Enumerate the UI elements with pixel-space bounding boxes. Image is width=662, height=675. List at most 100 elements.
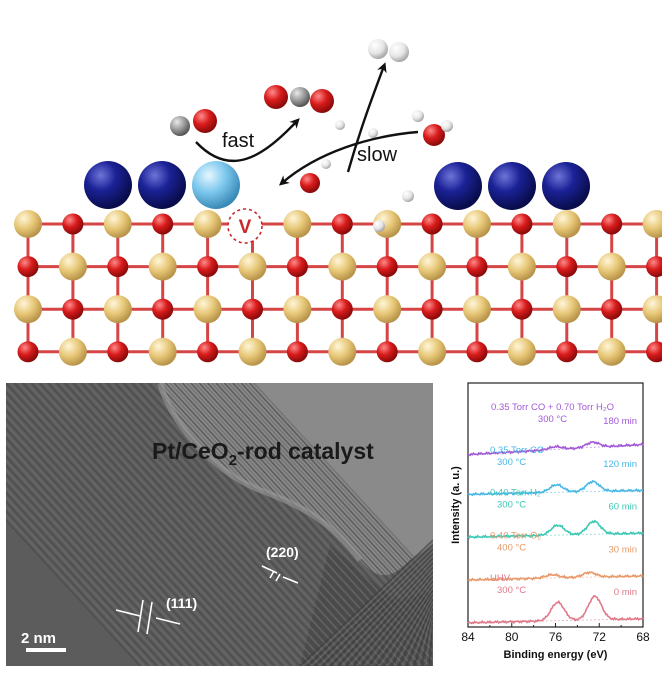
- x-tick-label: 80: [505, 630, 519, 644]
- tem-image: Pt/CeO2-rod catalyst (220) (111) 2 nm: [6, 383, 433, 666]
- o-atom: [646, 341, 662, 363]
- pt-single-atom: [192, 161, 240, 209]
- o-atom: [62, 213, 84, 235]
- ce-atom: [103, 210, 132, 238]
- ce-atom: [373, 295, 402, 324]
- pt-atom: [542, 162, 590, 210]
- tem-title: Pt/CeO2-rod catalyst: [152, 438, 374, 469]
- ce-atom: [283, 210, 312, 238]
- co2-molecule: [264, 85, 334, 113]
- o-atom: [601, 298, 623, 320]
- xps-spectrum-line: [467, 519, 644, 540]
- xps-series-label: 0.35 Torr CO: [490, 445, 544, 456]
- x-tick-label: 76: [549, 630, 563, 644]
- o-atom: [466, 341, 488, 363]
- o-atom: [556, 341, 578, 363]
- slow-label: slow: [357, 144, 398, 166]
- xps-series-label: 300 °C: [497, 585, 526, 596]
- reaction-scheme: V: [14, 39, 662, 366]
- xps-baseline: [469, 618, 642, 624]
- ce-atom: [642, 295, 662, 324]
- ce-atom: [14, 295, 42, 324]
- x-tick-label: 84: [461, 630, 475, 644]
- ce-atom: [507, 337, 536, 366]
- ce-atom: [238, 337, 267, 366]
- o-atom: [331, 298, 353, 320]
- plane-111-label: (111): [166, 595, 197, 611]
- o-atom: [601, 213, 623, 235]
- xps-baseline: [469, 575, 642, 581]
- ce-atom: [193, 210, 222, 238]
- xps-series-label: 0.40 Torr O₂: [490, 530, 541, 541]
- xps-spectrum-line: [467, 479, 644, 497]
- ce-atom: [597, 252, 626, 281]
- ce-atom: [418, 337, 447, 366]
- scale-bar-label: 2 nm: [21, 630, 56, 647]
- x-tick-label: 68: [636, 630, 650, 644]
- o-atom: [556, 256, 578, 278]
- o-atom: [511, 298, 533, 320]
- o-atom: [107, 341, 129, 363]
- ce-atom: [328, 252, 357, 281]
- oh-fragment: [300, 120, 378, 193]
- o-atom: [17, 256, 39, 278]
- o-atom: [62, 298, 84, 320]
- xps-series-label: 300 °C: [538, 414, 567, 425]
- pt-clusters: [84, 161, 590, 210]
- xps-series-label: 400 °C: [497, 542, 526, 553]
- h2-molecule: [368, 39, 409, 62]
- o-atom: [421, 298, 443, 320]
- xps-baseline: [469, 489, 642, 495]
- pt-atom: [138, 161, 186, 209]
- ce-atom: [148, 337, 177, 366]
- lattice-bonds: [26, 222, 659, 354]
- o-atom: [152, 298, 174, 320]
- pt-atom: [84, 161, 132, 209]
- xps-series-label: 0.40 Torr H₂: [490, 488, 541, 499]
- pt-atom: [434, 162, 482, 210]
- vacancy-label: V: [239, 217, 252, 238]
- ce-atom: [418, 252, 447, 281]
- xps-series-label: UHV: [490, 573, 511, 584]
- ce-atom: [597, 337, 626, 366]
- o-atom: [286, 256, 308, 278]
- co-molecule: [170, 109, 217, 136]
- xps-series-label: 0.35 Torr CO + 0.70 Torr H₂O: [491, 402, 614, 413]
- adsorbed-h: [373, 190, 414, 232]
- h2-release-arrow: [346, 62, 387, 173]
- slow-arrow: [278, 130, 419, 186]
- o-atom: [152, 213, 174, 235]
- plane-220-label: (220): [266, 544, 299, 560]
- xps-series-label: 300 °C: [497, 500, 526, 511]
- xps-time-label: 180 min: [603, 416, 637, 427]
- ce-atom: [463, 295, 491, 324]
- o-atom: [242, 298, 263, 320]
- ce-atom: [283, 295, 312, 324]
- ce-atom: [642, 210, 662, 238]
- pt-atom: [488, 162, 536, 210]
- o-atom: [197, 256, 219, 278]
- o-atom: [511, 213, 533, 235]
- plane-220-marker: (220): [261, 544, 299, 584]
- xps-spectrum-line: [467, 441, 644, 457]
- o-atom: [646, 256, 662, 278]
- xps-chart: 84 80 76 72 68 Binding energy (eV) Intensity (…: [450, 382, 650, 661]
- ce-atom: [148, 252, 177, 281]
- o-atom: [466, 256, 488, 278]
- x-tick-label: 72: [593, 630, 607, 644]
- lattice-fringes: [6, 383, 433, 666]
- o-atom: [107, 256, 129, 278]
- xps-baseline: [469, 532, 642, 538]
- x-axis-label: Binding energy (eV): [504, 649, 608, 661]
- ce-atom: [552, 210, 581, 238]
- ce-atom: [193, 295, 222, 324]
- xps-series-label: 300 °C: [497, 457, 526, 468]
- fast-arrow: [195, 118, 300, 162]
- h2o-molecule: [412, 110, 453, 146]
- ce-atom: [238, 252, 267, 281]
- plane-111-marker: (111): [115, 595, 197, 635]
